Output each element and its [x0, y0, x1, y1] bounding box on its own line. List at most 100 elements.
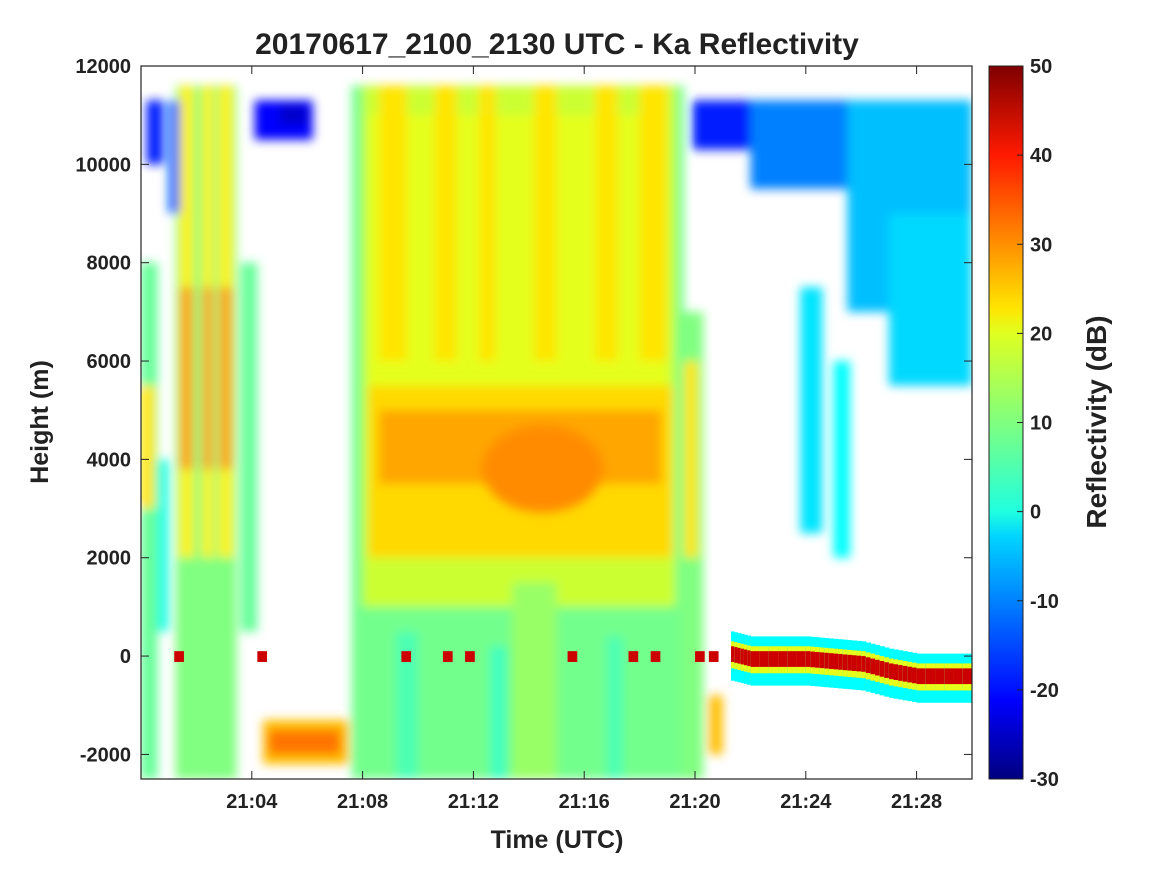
surface-echo	[628, 651, 639, 662]
surface-return-core	[734, 647, 739, 663]
reflectivity-cell	[279, 105, 308, 126]
x-axis: 21:04 21:08 21:12 21:16 21:20 21:24 21:28	[226, 66, 942, 813]
surface-return-core	[856, 655, 862, 672]
x-tick-label: 21:08	[337, 791, 388, 813]
surface-return-core	[819, 652, 825, 669]
reflectivity-cell	[146, 100, 164, 165]
x-tick-label: 21:12	[448, 791, 499, 813]
surface-echo	[465, 651, 475, 662]
reflectivity-cell	[157, 459, 169, 632]
x-tick-label: 21:16	[559, 791, 610, 813]
surface-return-core	[815, 651, 821, 668]
reflectivity-cell	[708, 695, 723, 755]
surface-echo	[650, 651, 661, 662]
surface-return-core	[743, 649, 748, 666]
reflectivity-cell	[141, 262, 158, 779]
reflectivity-blob	[481, 424, 604, 514]
colorbar-label: Reflectivity (dB)	[1081, 315, 1112, 528]
reflectivity-cell	[478, 85, 496, 362]
surface-return-core	[925, 668, 936, 685]
surface-return-core	[768, 651, 779, 667]
colorbar-tick-label: -20	[1030, 680, 1059, 702]
reflectivity-cell	[141, 385, 155, 509]
surface-return-core	[805, 651, 811, 667]
surface-return-core	[847, 654, 853, 671]
surface-return-core	[865, 657, 871, 674]
y-tick-label: 12000	[75, 56, 131, 78]
chart-title: 20170617_2100_2130 UTC - Ka Reflectivity	[255, 28, 859, 61]
x-tick-label: 21:28	[891, 791, 942, 813]
reflectivity-details	[174, 631, 972, 703]
colorbar-tick-label: 20	[1030, 323, 1052, 345]
surface-echo	[401, 651, 412, 662]
surface-echo	[257, 651, 268, 662]
surface-echo	[567, 651, 578, 662]
colorbar-tick-label: 30	[1030, 234, 1052, 256]
surface-return-core	[737, 647, 742, 664]
y-tick-label: 8000	[87, 253, 132, 275]
y-axis-label: Height (m)	[26, 360, 54, 484]
reflectivity-cell	[368, 115, 668, 435]
surface-return-core	[888, 663, 895, 680]
surface-return-core	[893, 664, 899, 680]
surface-return-core	[740, 648, 745, 665]
reflectivity-cell	[268, 729, 341, 755]
surface-echo	[174, 651, 184, 662]
surface-return-core	[944, 668, 955, 685]
reflectivity-cell	[201, 287, 214, 470]
reflectivity-cell	[606, 636, 623, 779]
surface-return-core	[824, 652, 830, 669]
colorbar-tick-label: 0	[1030, 502, 1041, 524]
reflectivity-cell	[833, 361, 851, 558]
surface-return-core	[842, 654, 848, 671]
x-axis-label: Time (UTC)	[491, 826, 624, 854]
y-axis: -2000 0 2000 4000 6000 8000 10000 12000	[75, 56, 972, 766]
surface-return-core	[875, 659, 881, 676]
y-tick-label: 0	[120, 646, 131, 668]
surface-return-core	[884, 662, 890, 678]
y-tick-label: 6000	[87, 351, 132, 373]
surface-return-core	[911, 667, 918, 684]
y-tick-label: 10000	[75, 154, 131, 176]
reflectivity-cell	[639, 85, 668, 362]
surface-return-core	[851, 655, 858, 671]
reflectivity-cell	[800, 287, 823, 534]
reflectivity-cell	[683, 361, 698, 558]
colorbar-tick-label: 50	[1030, 56, 1052, 78]
surface-return-core	[731, 646, 735, 662]
surface-echo	[708, 651, 719, 662]
surface-return-core	[870, 658, 876, 675]
reflectivity-cell	[888, 213, 972, 386]
surface-return-core	[833, 653, 839, 670]
reflectivity-field	[141, 85, 972, 779]
surface-return-core	[953, 668, 964, 685]
surface-echo	[442, 651, 453, 662]
x-tick-label: 21:04	[226, 791, 278, 813]
reflectivity-cell	[179, 287, 194, 470]
reflectivity-cell	[395, 631, 418, 779]
reflectivity-cell	[534, 85, 557, 362]
reflectivity-cell	[490, 646, 507, 779]
surface-return-core	[962, 668, 972, 685]
surface-return-core	[879, 660, 885, 677]
reflectivity-cell	[512, 582, 557, 779]
x-tick-label: 21:20	[669, 791, 720, 813]
colorbar-axis: -30 -20 -10 0 10 20 30 40 50	[1017, 56, 1059, 791]
reflectivity-cell	[434, 85, 457, 362]
reflectivity-cell	[595, 85, 618, 362]
surface-return-core	[796, 651, 807, 667]
surface-return-core	[898, 665, 904, 681]
y-tick-label: 2000	[87, 548, 132, 570]
surface-return-core	[747, 650, 751, 667]
surface-return-core	[787, 651, 798, 667]
reflectivity-cell	[218, 287, 233, 470]
surface-return-core	[838, 654, 844, 670]
surface-return-core	[810, 651, 816, 668]
y-tick-label: 4000	[87, 449, 132, 471]
surface-return-core	[778, 651, 788, 667]
colorbar-tick-label: -10	[1030, 591, 1059, 613]
reflectivity-cell	[379, 85, 407, 362]
surface-return-core	[935, 668, 945, 685]
surface-return-core	[907, 666, 913, 683]
